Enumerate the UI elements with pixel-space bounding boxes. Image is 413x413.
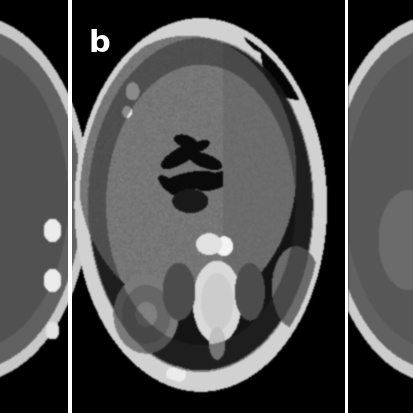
Text: b: b (88, 29, 110, 58)
